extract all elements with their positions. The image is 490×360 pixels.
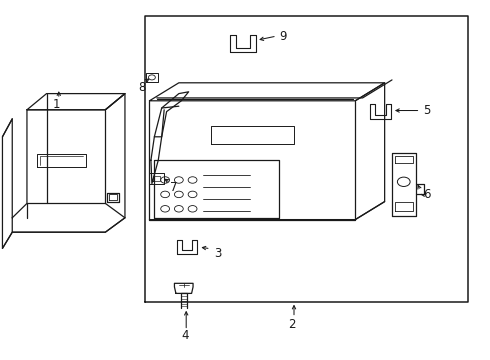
Text: 3: 3 — [214, 247, 222, 260]
Text: 5: 5 — [423, 104, 431, 117]
Text: 7: 7 — [170, 181, 178, 194]
Text: 9: 9 — [279, 30, 287, 42]
Text: 8: 8 — [138, 81, 146, 94]
Text: 1: 1 — [52, 98, 60, 111]
Text: 6: 6 — [423, 188, 431, 201]
Text: 2: 2 — [288, 318, 295, 330]
Text: 4: 4 — [181, 329, 189, 342]
